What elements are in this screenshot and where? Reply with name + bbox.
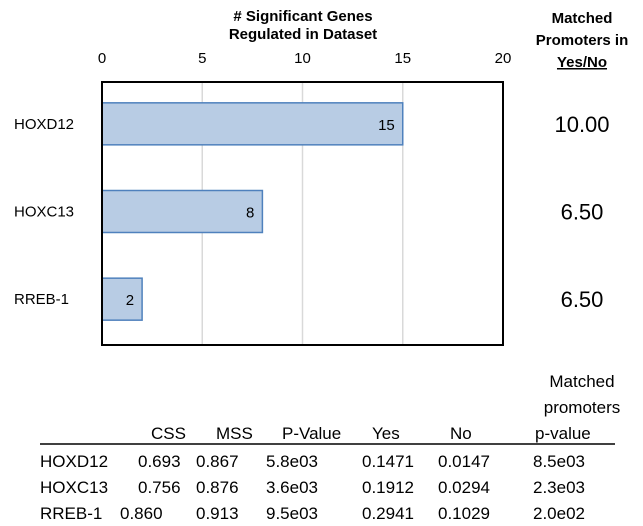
matched-header-line-1: Matched: [552, 10, 613, 27]
table-cell: 0.0147: [438, 452, 490, 471]
table-body: HOXD12 0.693 0.867 5.8e03 0.1471 0.0147 8.5e03…: [40, 452, 585, 523]
bar-data-label: 2: [126, 292, 134, 309]
category-label: RREB-1: [14, 291, 69, 308]
table-column-header: MSS: [216, 424, 253, 443]
table-cell: 9.5e03: [266, 504, 318, 523]
table-cell: HOXC13: [40, 478, 108, 497]
x-tick-label: 15: [394, 50, 411, 67]
bar-hoxd12: [101, 102, 404, 146]
matched-ratio-value: 6.50: [561, 287, 604, 312]
category-label: HOXC13: [14, 204, 74, 221]
table-cell: 0.867: [196, 452, 239, 471]
category-labels: HOXD12 HOXC13 RREB-1: [14, 116, 74, 308]
table-cell: 0.1029: [438, 504, 490, 523]
chart-title-line-2: Regulated in Dataset: [229, 26, 377, 43]
chart-title-line-1: # Significant Genes: [233, 8, 372, 25]
table-column-header: No: [450, 424, 472, 443]
matched-ratio-value: 6.50: [561, 200, 604, 225]
bar-rreb-1: [101, 277, 143, 321]
bar-data-label: 8: [246, 205, 254, 222]
matched-ratio-value: 10.00: [554, 112, 609, 137]
table-column-header: p-value: [535, 424, 591, 443]
table-header-top-2: promoters: [544, 398, 621, 417]
table-column-header: Yes: [372, 424, 400, 443]
table-cell: 0.756: [138, 478, 181, 497]
table-cell: 0.2941: [362, 504, 414, 523]
bar-hoxc13: [101, 189, 264, 234]
table-cell: 8.5e03: [533, 452, 585, 471]
matched-ratio-values: 10.00 6.50 6.50: [554, 112, 609, 312]
table-cell: 0.0294: [438, 478, 490, 497]
matched-header-line-3: Yes/No: [557, 54, 607, 71]
x-tick-label: 5: [198, 50, 206, 67]
table-header-row: CSS MSS P-Value Yes No p-value: [151, 424, 591, 443]
table-cell: 0.693: [138, 452, 181, 471]
matched-header-line-2: Promoters in: [536, 32, 629, 49]
plot-area-frame: [101, 81, 504, 346]
table-cell: 0.1471: [362, 452, 414, 471]
table-cell: RREB-1: [40, 504, 102, 523]
x-axis-ticks: 0 5 10 15 20: [98, 50, 512, 67]
table-cell: 3.6e03: [266, 478, 318, 497]
table-cell: 2.3e03: [533, 478, 585, 497]
table-column-header: CSS: [151, 424, 186, 443]
x-tick-label: 10: [294, 50, 311, 67]
table-header-top-1: Matched: [549, 372, 614, 391]
table-cell: 2.0e02: [533, 504, 585, 523]
table-cell: HOXD12: [40, 452, 108, 471]
x-tick-label: 0: [98, 50, 106, 67]
bar-data-label: 15: [378, 117, 395, 134]
table-cell: 0.1912: [362, 478, 414, 497]
table-cell: 5.8e03: [266, 452, 318, 471]
table-cell: 0.876: [196, 478, 239, 497]
table-cell: 0.913: [196, 504, 239, 523]
table-column-header: P-Value: [282, 424, 341, 443]
category-label: HOXD12: [14, 116, 74, 133]
x-tick-label: 20: [495, 50, 512, 67]
table-cell: 0.860: [120, 504, 163, 523]
